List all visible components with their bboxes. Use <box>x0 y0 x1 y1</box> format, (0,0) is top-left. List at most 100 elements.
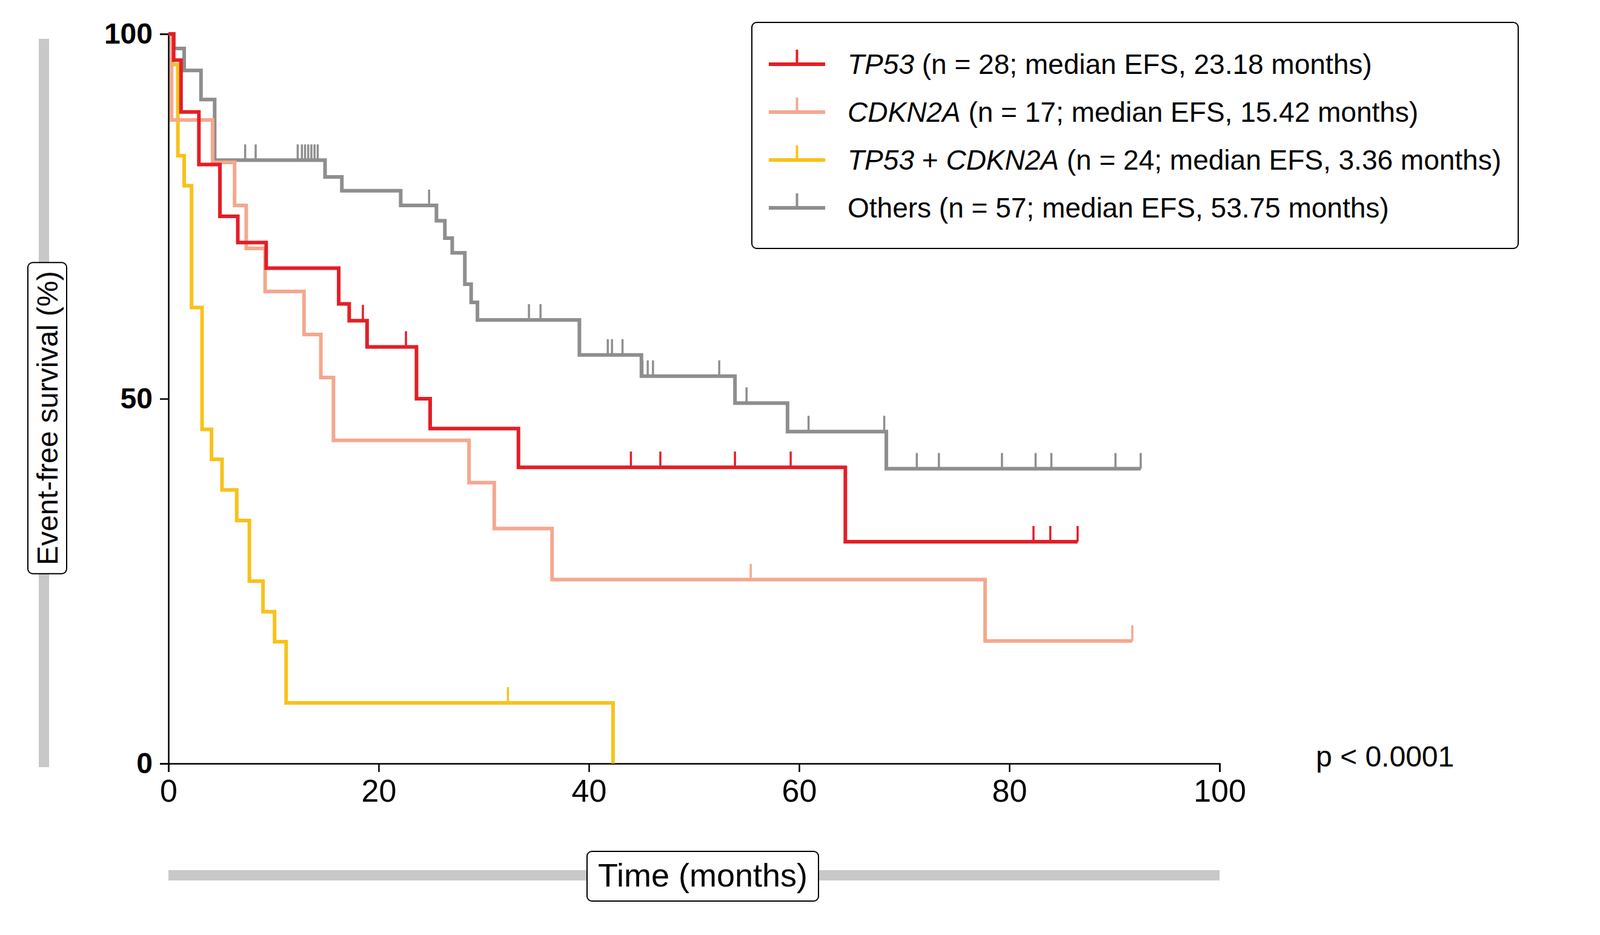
x-tick: 60 <box>782 763 818 809</box>
censor-mark <box>254 144 257 160</box>
censor-mark <box>1000 453 1004 469</box>
legend-name: TP53 + CDKN2A <box>847 144 1059 176</box>
x-tick-label: 0 <box>159 773 178 809</box>
legend-detail: (n = 24; median EFS, 3.36 months) <box>1066 144 1502 176</box>
censor-mark <box>244 144 247 160</box>
x-tick: 80 <box>992 763 1028 809</box>
x-tick-mark <box>378 763 380 772</box>
x-label-group: Time (months) <box>587 851 819 901</box>
legend-label: TP53 (n = 28; median EFS, 23.18 months) <box>847 48 1373 80</box>
survival-curve <box>168 33 1078 542</box>
x-tick-label: 80 <box>992 773 1028 809</box>
censor-mark <box>1114 453 1117 469</box>
legend-item: CDKN2A (n = 17; median EFS, 15.42 months… <box>768 96 1419 128</box>
censor-mark <box>301 144 304 160</box>
censor-mark <box>527 304 531 320</box>
censor-mark <box>539 304 542 320</box>
censor-mark <box>733 451 737 468</box>
legend: TP53 (n = 28; median EFS, 23.18 months) C… <box>751 22 1519 249</box>
x-tick-mark <box>588 763 591 772</box>
legend-label: TP53 + CDKN2A (n = 24; median EFS, 3.36 … <box>847 144 1502 176</box>
y-tick-mark <box>159 33 169 36</box>
censor-mark <box>361 304 365 321</box>
legend-name: Others (n = 57; median EFS, 53.75 months… <box>847 192 1390 224</box>
legend-item: Others (n = 57; median EFS, 53.75 months… <box>768 192 1390 224</box>
x-tick: 40 <box>571 763 608 809</box>
x-tick-mark <box>1008 763 1011 772</box>
censor-mark <box>789 451 792 468</box>
y-tick-label: 100 <box>104 17 153 50</box>
censor-mark <box>916 453 919 469</box>
y-label-box <box>27 262 67 574</box>
x-label-box <box>587 851 819 901</box>
x-axis-title: Time (months) <box>597 856 808 893</box>
legend-label: CDKN2A (n = 17; median EFS, 15.42 months… <box>847 96 1419 128</box>
x-tick: 0 <box>159 763 178 809</box>
censor-mark <box>937 453 941 469</box>
censor-mark <box>749 564 752 580</box>
censor-mark <box>630 451 633 468</box>
legend-swatch-tick <box>796 193 799 208</box>
legend-detail: (n = 28; median EFS, 23.18 months) <box>922 48 1373 80</box>
censor-mark <box>310 144 313 160</box>
legend-detail: (n = 17; median EFS, 15.42 months) <box>968 96 1419 128</box>
x-axis: 0 20 40 60 80 100 <box>159 763 1247 809</box>
y-tick: 100 <box>104 17 169 50</box>
censor-mark <box>646 360 649 377</box>
censor-mark <box>1050 453 1053 469</box>
y-axis-line <box>159 34 170 764</box>
censor-mark <box>1032 525 1035 542</box>
censor-mark <box>621 339 625 356</box>
censor-mark <box>507 687 510 703</box>
censor-mark <box>304 144 307 160</box>
censor-mark <box>651 360 655 377</box>
y-tick-label: 0 <box>136 746 153 780</box>
legend-box <box>751 22 1519 249</box>
y-tick-mark <box>159 398 169 400</box>
y-label-group: Event-free survival (%) <box>27 262 67 574</box>
legend-item: TP53 + CDKN2A (n = 24; median EFS, 3.36 … <box>768 144 1502 176</box>
censor-mark <box>307 144 310 160</box>
legend-swatch-tick <box>796 49 799 65</box>
censor-mark <box>1139 453 1142 469</box>
legend-name: CDKN2A <box>847 96 961 128</box>
censor-mark <box>316 144 320 160</box>
censor-mark <box>883 415 886 432</box>
censor-mark <box>296 144 300 160</box>
chart: 0 20 40 60 80 100 0 50 100 p < 0.0001 Time (months… <box>0 0 1600 935</box>
censor-mark <box>745 387 749 403</box>
y-axis: 0 50 100 <box>104 17 170 780</box>
censor-mark <box>428 189 431 206</box>
x-tick-mark <box>1218 763 1221 772</box>
censor-mark <box>313 144 316 160</box>
censor-mark <box>404 331 408 348</box>
censor-mark <box>1049 525 1052 542</box>
x-tick-mark <box>798 763 801 772</box>
x-tick-label: 100 <box>1193 773 1247 809</box>
censor-mark <box>1034 453 1038 469</box>
x-tick-label: 40 <box>571 773 608 809</box>
y-tick: 0 <box>136 746 169 780</box>
censor-mark <box>807 415 810 432</box>
censor-mark <box>1131 625 1134 641</box>
legend-item: TP53 (n = 28; median EFS, 23.18 months) <box>768 48 1373 80</box>
x-tick-label: 20 <box>361 773 397 809</box>
x-tick-label: 60 <box>782 773 818 809</box>
p-value: p < 0.0001 <box>1315 740 1454 773</box>
legend-swatch-tick <box>796 97 799 113</box>
x-tick: 100 <box>1193 763 1247 809</box>
x-axis-line <box>169 763 1221 773</box>
survival-curve <box>168 33 614 764</box>
y-axis-title: Event-free survival (%) <box>31 270 64 565</box>
censor-mark <box>610 339 614 356</box>
censor-mark <box>1076 525 1079 542</box>
y-tick-label: 50 <box>120 382 153 415</box>
x-tick: 20 <box>361 763 397 809</box>
y-tick-mark <box>159 762 169 765</box>
legend-swatch-tick <box>796 145 799 160</box>
censor-mark <box>606 339 609 356</box>
censor-mark <box>717 360 721 377</box>
censor-mark <box>641 360 644 377</box>
legend-label: Others (n = 57; median EFS, 53.75 months… <box>847 192 1390 224</box>
legend-name: TP53 <box>847 48 915 80</box>
